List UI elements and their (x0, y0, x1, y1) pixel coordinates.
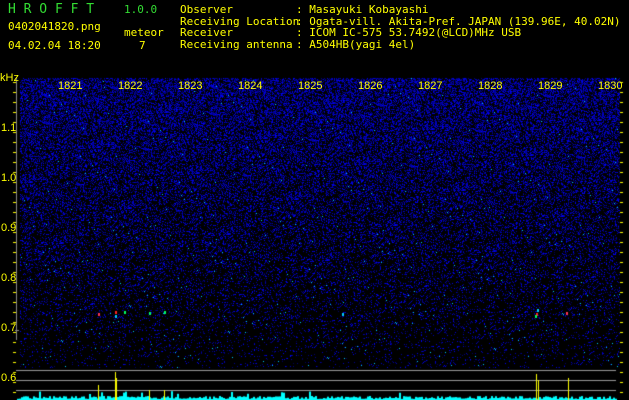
freq-tick-label: 1.1 (1, 122, 17, 134)
info-label: Receiving antenna (180, 37, 293, 51)
time-tick-label: 1822 (118, 80, 143, 92)
app-title: H R O F F T (8, 2, 95, 17)
time-tick-label: 1830 (598, 80, 623, 92)
time-tick-label: 1827 (418, 80, 443, 92)
time-tick-label: 1825 (298, 80, 323, 92)
time-tick-label: 1823 (178, 80, 203, 92)
freq-tick-label: 0.9 (1, 222, 17, 234)
time-tick-label: 1824 (238, 80, 263, 92)
info-label: Receiver (180, 26, 233, 39)
time-tick-label: 1821 (58, 80, 83, 92)
freq-tick-label: 0.7 (1, 322, 17, 334)
info-label: Receiving Location (180, 14, 300, 28)
file-name: 0402041820.png (8, 20, 101, 33)
info-label: Observer (180, 3, 233, 16)
info-value: : ICOM IC-575 53.7492(@LCD)MHz USB (296, 26, 522, 39)
file-datetime: 04.02.04 18:20 (8, 39, 101, 52)
freq-tick-label: 0.8 (1, 272, 17, 284)
info-value: : A504HB(yagi 4el) (296, 37, 416, 51)
meteor-count: 7 (139, 39, 146, 52)
info-value: : Masayuki Kobayashi (296, 3, 429, 16)
time-tick-label: 1828 (478, 80, 503, 92)
info-value: : Ogata-vill. Akita-Pref. JAPAN (139.96E… (296, 14, 621, 28)
unit-label: kHz (0, 72, 19, 84)
time-tick-label: 1826 (358, 80, 383, 92)
meteor-label: meteor (124, 26, 164, 39)
freq-tick-label: 1.0 (1, 172, 17, 184)
time-tick-label: 1829 (538, 80, 563, 92)
app-version: 1.0.0 (124, 3, 158, 16)
freq-tick-label: 0.6 (1, 372, 17, 384)
